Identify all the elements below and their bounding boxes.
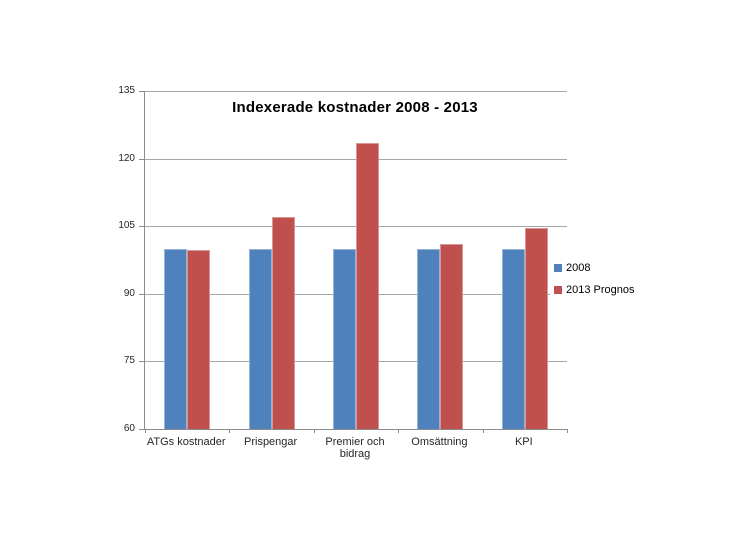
category-slot bbox=[314, 91, 398, 429]
x-tick-mark bbox=[398, 429, 400, 433]
bar-series-0-category-4 bbox=[501, 248, 525, 429]
y-tick-mark bbox=[139, 293, 145, 295]
gridline bbox=[145, 226, 567, 228]
y-tick-mark bbox=[139, 158, 145, 160]
bar-series-1-category-3 bbox=[440, 244, 464, 429]
legend-swatch-icon bbox=[554, 286, 562, 294]
bar-series-1-category-4 bbox=[524, 228, 548, 429]
x-category-label: ATGs kostnader bbox=[146, 436, 226, 448]
y-tick-mark bbox=[139, 91, 145, 92]
gridline bbox=[145, 158, 567, 160]
bar-series-0-category-2 bbox=[333, 248, 357, 429]
y-tick-label: 120 bbox=[118, 152, 135, 164]
legend-label: 2013 Prognos bbox=[566, 284, 635, 296]
x-axis-labels: ATGs kostnader Prispengar Premier och bidr… bbox=[144, 436, 566, 460]
y-tick-label: 135 bbox=[118, 85, 135, 96]
y-tick-label: 105 bbox=[118, 220, 135, 232]
x-category-label: KPI bbox=[514, 436, 533, 448]
bar-series-1-category-2 bbox=[356, 142, 380, 429]
x-category-label: Omsättning bbox=[411, 436, 468, 448]
bar-series-1-category-1 bbox=[271, 217, 295, 429]
bar-series-0-category-1 bbox=[248, 248, 272, 429]
legend: 2008 2013 Prognos bbox=[550, 260, 639, 298]
plot-area: 60 75 90 105 120 135 bbox=[118, 86, 568, 434]
x-tick-mark bbox=[482, 429, 484, 433]
category-slot bbox=[145, 91, 229, 429]
bar-series-0-category-0 bbox=[164, 248, 188, 429]
y-tick-mark bbox=[139, 429, 145, 430]
legend-label: 2008 bbox=[566, 262, 591, 274]
y-tick-label: 90 bbox=[123, 287, 135, 299]
bar-series-1-category-0 bbox=[187, 250, 211, 429]
category-slot bbox=[483, 91, 567, 429]
chart-title: Indexerade kostnader 2008 - 2013 bbox=[232, 99, 478, 116]
y-tick-label: 75 bbox=[123, 355, 135, 367]
legend-swatch-icon bbox=[554, 264, 562, 272]
x-tick-mark bbox=[145, 429, 146, 433]
category-slot bbox=[229, 91, 313, 429]
gridline bbox=[145, 91, 567, 92]
x-category-label: Prispengar bbox=[244, 436, 298, 448]
x-category-label: Premier och bidrag bbox=[325, 436, 385, 461]
y-tick-label: 60 bbox=[123, 423, 135, 434]
legend-item: 2008 bbox=[554, 262, 635, 274]
y-tick-mark bbox=[139, 226, 145, 228]
bar-slots bbox=[145, 91, 567, 429]
x-tick-mark bbox=[229, 429, 231, 433]
y-tick-mark bbox=[139, 361, 145, 363]
x-tick-mark bbox=[313, 429, 315, 433]
bar-series-0-category-3 bbox=[417, 248, 441, 429]
category-slot bbox=[398, 91, 482, 429]
x-tick-mark bbox=[567, 429, 568, 433]
legend-item: 2013 Prognos bbox=[554, 284, 635, 296]
